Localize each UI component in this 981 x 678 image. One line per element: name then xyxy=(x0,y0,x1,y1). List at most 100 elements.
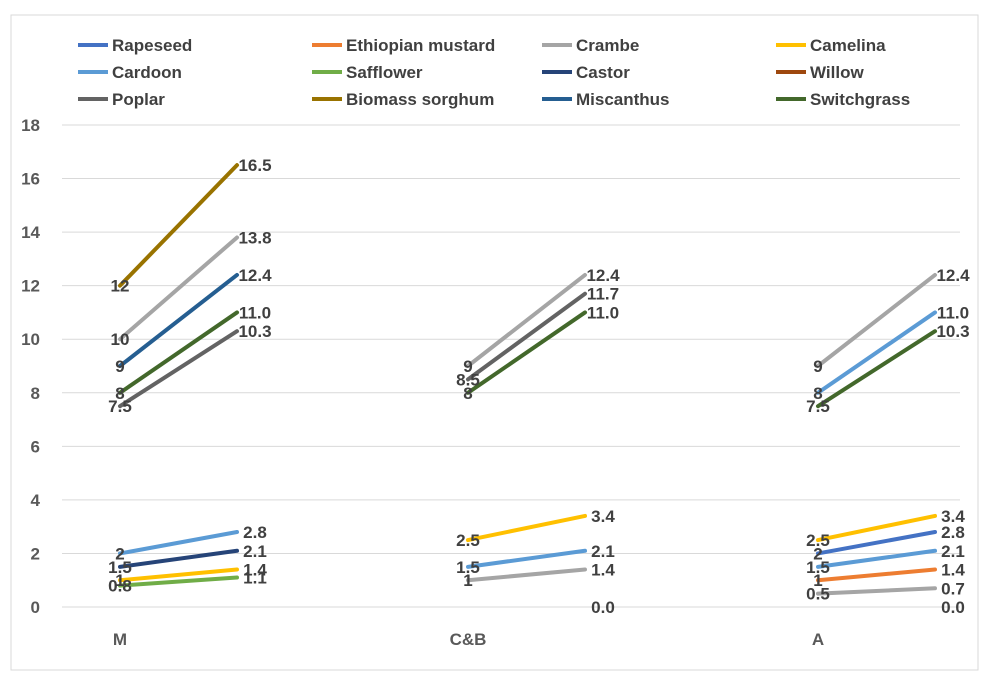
data-label: 7.5 xyxy=(806,397,830,416)
series-line-segment xyxy=(816,586,937,596)
data-label: 8.5 xyxy=(456,370,480,389)
y-tick-label: 18 xyxy=(21,116,40,135)
series-line-segment xyxy=(466,567,587,583)
y-tick-label: 8 xyxy=(31,384,40,403)
data-label: 8 xyxy=(115,384,124,403)
data-label: 1 xyxy=(115,571,124,590)
legend-label: Safflower xyxy=(346,63,423,82)
y-tick-label: 14 xyxy=(21,223,40,242)
data-label: 1.4 xyxy=(941,561,965,580)
series-line-segment xyxy=(466,272,587,368)
data-label: 11.0 xyxy=(587,303,619,322)
data-label: 10 xyxy=(111,330,130,349)
series-line-segment xyxy=(466,310,587,395)
legend-label: Castor xyxy=(576,63,630,82)
y-tick-label: 0 xyxy=(31,598,40,617)
data-label: 1.5 xyxy=(108,558,132,577)
series-line-segment xyxy=(816,513,937,543)
data-label: 12.4 xyxy=(586,266,620,285)
data-label: 0.5 xyxy=(806,585,830,604)
series-line-segment xyxy=(118,575,239,588)
series-line-segment xyxy=(118,235,239,342)
series-line-segment xyxy=(118,163,239,288)
series-line-segment xyxy=(816,310,937,395)
y-tick-label: 6 xyxy=(31,437,40,456)
y-tick-label: 10 xyxy=(21,330,40,349)
x-category-label: A xyxy=(812,630,824,649)
series-line-segment xyxy=(816,548,937,569)
legend-label: Switchgrass xyxy=(810,90,910,109)
series-line-segment xyxy=(466,548,587,569)
series-line-segment xyxy=(118,530,239,556)
series-line-segment xyxy=(118,548,239,569)
data-label: 2.5 xyxy=(456,531,480,550)
series-line-segment xyxy=(118,310,239,395)
series-line-segment xyxy=(466,291,587,382)
data-label: 2 xyxy=(813,544,822,563)
data-label: 1 xyxy=(463,571,472,590)
data-label: 1.5 xyxy=(806,558,830,577)
data-label: 11.0 xyxy=(239,303,271,322)
data-label: 2.5 xyxy=(806,531,830,550)
data-label: 1.1 xyxy=(243,569,267,588)
data-label: 1 xyxy=(813,571,822,590)
data-label: 8 xyxy=(463,384,472,403)
series-lines xyxy=(118,163,937,596)
data-label: 3.4 xyxy=(591,507,615,526)
data-label: 13.8 xyxy=(238,228,271,247)
data-label: 0.0 xyxy=(941,598,965,617)
data-label: 12.4 xyxy=(936,266,970,285)
data-label: 1.4 xyxy=(591,561,615,580)
data-label: 11.0 xyxy=(937,303,969,322)
x-category-label: M xyxy=(113,630,127,649)
data-label: 0.8 xyxy=(108,577,132,596)
y-tick-label: 12 xyxy=(21,277,40,296)
data-label: 12.4 xyxy=(238,266,272,285)
data-label: 0.7 xyxy=(941,579,965,598)
series-line-segment xyxy=(816,567,937,583)
legend: Rapeseed Ethiopian mustard Crambe Camelina C… xyxy=(78,36,910,109)
data-label: 0.0 xyxy=(591,598,615,617)
data-label: 12 xyxy=(111,277,130,296)
data-label: 2.1 xyxy=(941,542,965,561)
y-tick-label: 4 xyxy=(31,491,41,510)
legend-label: Poplar xyxy=(112,90,165,109)
legend-label: Miscanthus xyxy=(576,90,670,109)
data-label: 1.4 xyxy=(243,561,267,580)
data-label: 11.7 xyxy=(587,285,619,304)
series-line-segment xyxy=(118,329,239,409)
legend-label: Willow xyxy=(810,63,864,82)
series-line-segment xyxy=(816,530,937,556)
data-label: 2.8 xyxy=(243,523,267,542)
data-label: 8 xyxy=(813,384,822,403)
data-label: 10.3 xyxy=(936,322,969,341)
legend-label: Biomass sorghum xyxy=(346,90,494,109)
y-tick-label: 2 xyxy=(31,544,40,563)
data-label: 10.3 xyxy=(238,322,271,341)
series-line-segment xyxy=(118,272,239,368)
data-label: 1.5 xyxy=(456,558,480,577)
legend-label: Camelina xyxy=(810,36,886,55)
data-label: 9 xyxy=(463,357,472,376)
x-category-label: C&B xyxy=(450,630,487,649)
data-label: 2.8 xyxy=(941,523,965,542)
series-line-segment xyxy=(466,513,587,543)
data-label: 2.1 xyxy=(591,542,615,561)
chart-frame xyxy=(10,14,979,671)
series-line-segment xyxy=(118,567,239,583)
legend-label: Cardoon xyxy=(112,63,182,82)
legend-label: Ethiopian mustard xyxy=(346,36,495,55)
x-axis-categories: M C&B A xyxy=(113,630,824,649)
data-label: 7.5 xyxy=(108,397,132,416)
legend-label: Rapeseed xyxy=(112,36,192,55)
y-tick-label: 16 xyxy=(21,170,40,189)
data-label: 9 xyxy=(813,357,822,376)
data-label: 16.5 xyxy=(238,156,271,175)
data-label: 2 xyxy=(115,544,124,563)
series-line-segment xyxy=(816,272,937,368)
data-label: 9 xyxy=(115,357,124,376)
y-axis-ticks: 0 2 4 6 8 10 12 14 16 18 xyxy=(21,116,40,617)
